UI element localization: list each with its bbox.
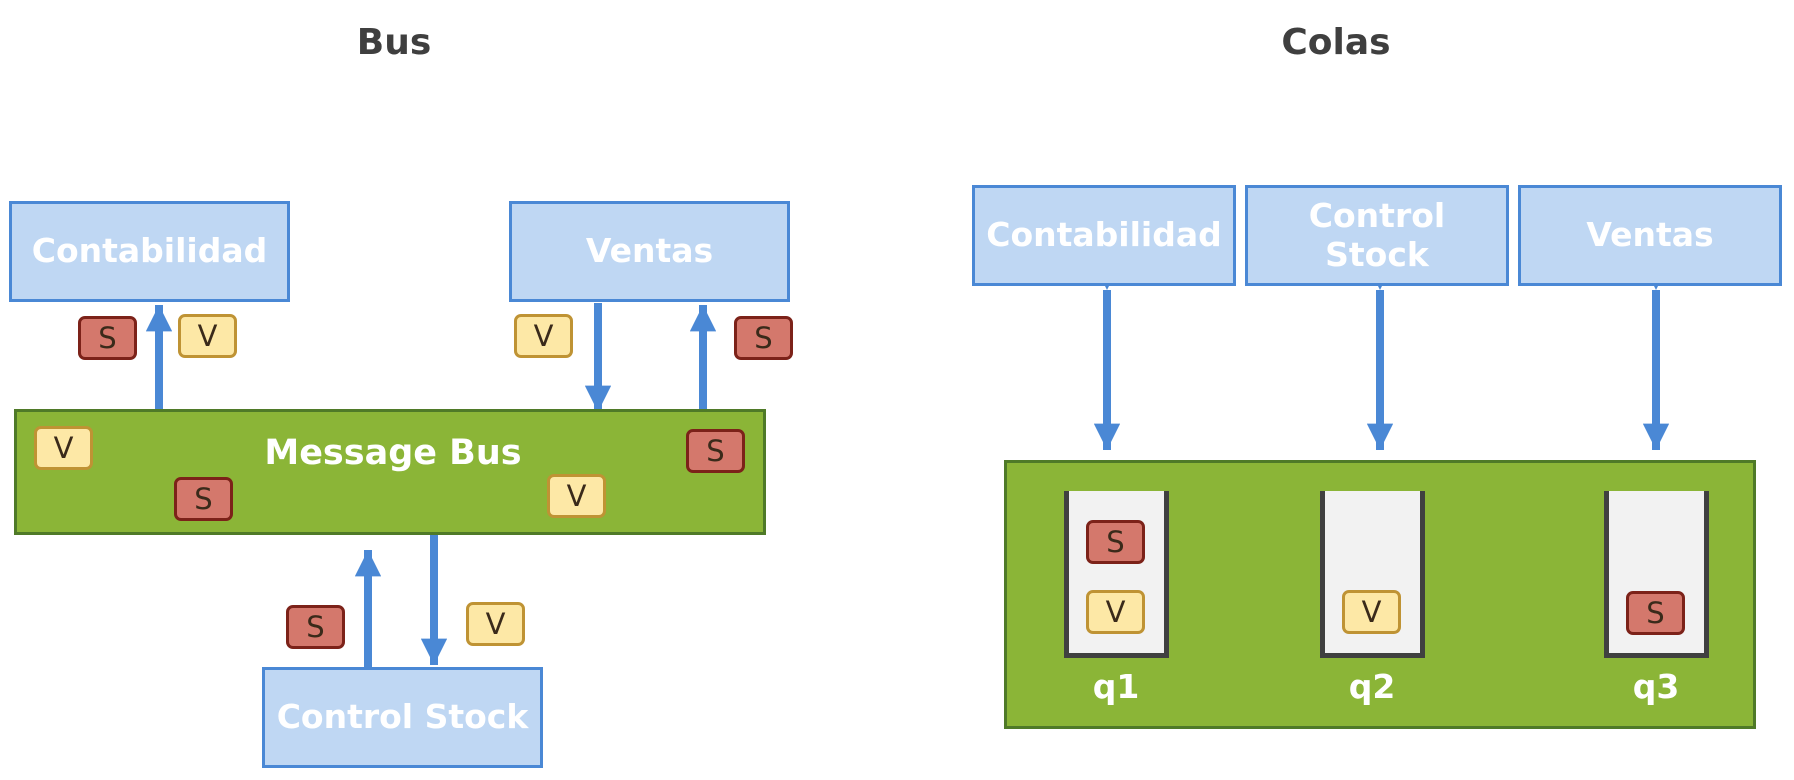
tag-v: V (1342, 590, 1401, 634)
bus-section-title: Bus (356, 22, 432, 63)
ventas-box: Ventas (509, 201, 790, 302)
ventas-box: Ventas (1518, 185, 1782, 286)
tag-v: V (178, 314, 237, 358)
tag-s: S (174, 477, 233, 521)
message-bus-label: Message Bus (264, 433, 522, 473)
queue-label-q1: q1 (1092, 667, 1140, 706)
queue-q1 (1064, 491, 1169, 658)
tag-s: S (734, 316, 793, 360)
queue-label-q3: q3 (1632, 667, 1680, 706)
colas-section-title: Colas (1281, 22, 1391, 63)
tag-v: V (466, 602, 525, 646)
tag-v: V (1086, 590, 1145, 634)
tag-s: S (1626, 591, 1685, 635)
queue-q3 (1604, 491, 1709, 658)
control-stock-box: Control Stock (262, 667, 543, 768)
tag-v: V (547, 474, 606, 518)
tag-s: S (78, 316, 137, 360)
tag-v: V (34, 426, 93, 470)
control-stock-box: Control Stock (1245, 185, 1509, 286)
tag-s: S (686, 429, 745, 473)
tag-s: S (1086, 520, 1145, 564)
tag-s: S (286, 605, 345, 649)
queue-label-q2: q2 (1348, 667, 1396, 706)
tag-v: V (514, 314, 573, 358)
contabilidad-box: Contabilidad (972, 185, 1236, 286)
message-bus: Message Bus (14, 409, 766, 535)
contabilidad-box: Contabilidad (9, 201, 290, 302)
